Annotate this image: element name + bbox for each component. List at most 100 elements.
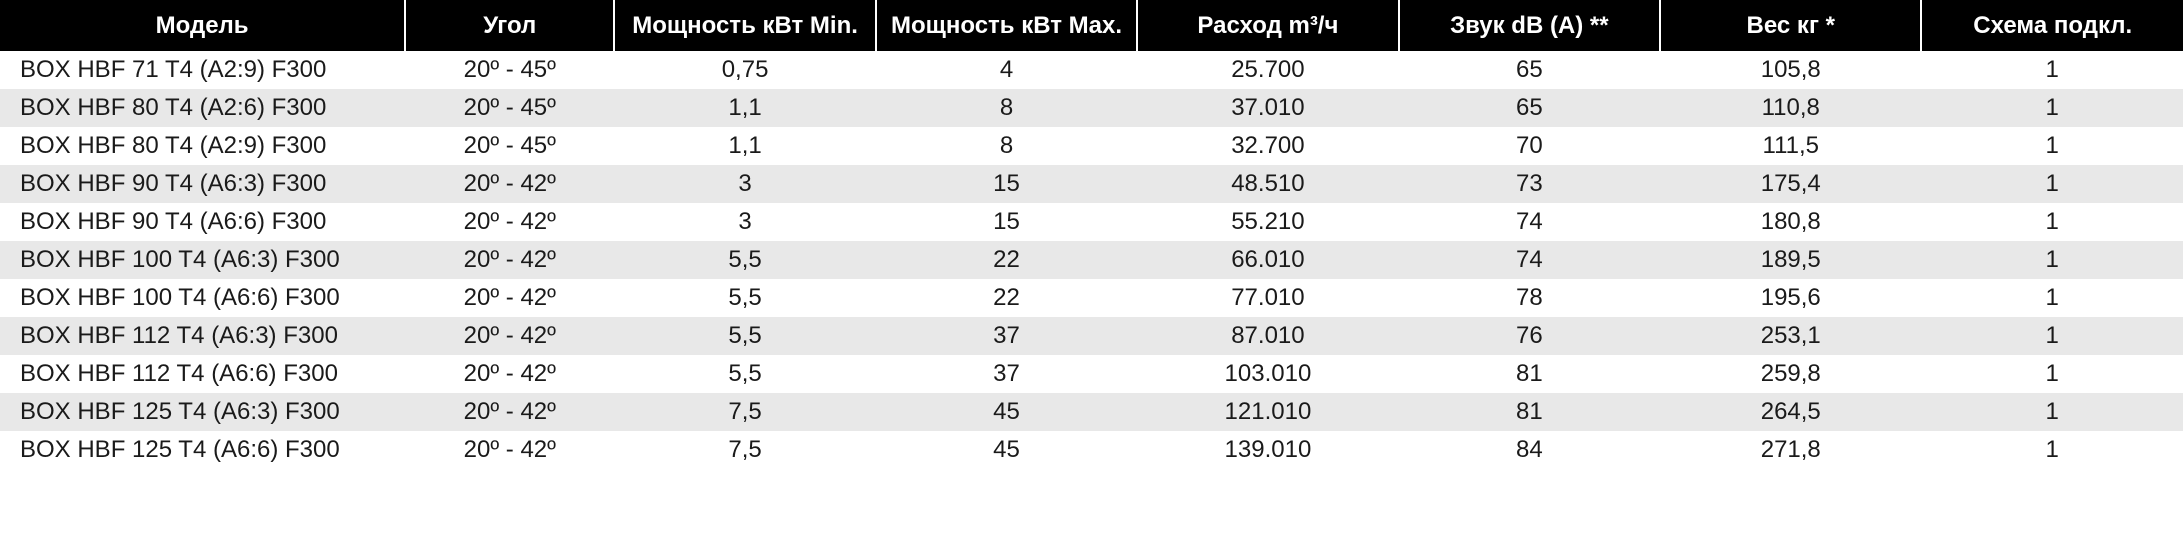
cell-pmin: 5,5	[614, 355, 875, 393]
cell-flow: 37.010	[1137, 89, 1398, 127]
cell-angle: 20º - 42º	[405, 393, 614, 431]
cell-db: 65	[1399, 89, 1660, 127]
cell-pmax: 15	[876, 165, 1137, 203]
cell-db: 70	[1399, 127, 1660, 165]
cell-pmax: 15	[876, 203, 1137, 241]
cell-model: BOX HBF 80 T4 (A2:9) F300	[0, 127, 405, 165]
cell-scheme: 1	[1921, 165, 2183, 203]
cell-flow: 25.700	[1137, 51, 1398, 89]
cell-pmin: 3	[614, 203, 875, 241]
table-row: BOX HBF 90 T4 (A6:6) F30020º - 42º31555.…	[0, 203, 2183, 241]
cell-pmax: 37	[876, 355, 1137, 393]
header-weight: Вес кг *	[1660, 0, 1921, 51]
cell-flow: 32.700	[1137, 127, 1398, 165]
cell-angle: 20º - 42º	[405, 279, 614, 317]
cell-pmin: 5,5	[614, 317, 875, 355]
header-flow: Расход m³/ч	[1137, 0, 1398, 51]
cell-angle: 20º - 42º	[405, 241, 614, 279]
cell-angle: 20º - 42º	[405, 431, 614, 469]
header-pmax: Мощность кВт Max.	[876, 0, 1137, 51]
cell-pmin: 1,1	[614, 89, 875, 127]
cell-db: 73	[1399, 165, 1660, 203]
cell-pmax: 45	[876, 393, 1137, 431]
cell-model: BOX HBF 112 T4 (A6:6) F300	[0, 355, 405, 393]
cell-model: BOX HBF 125 T4 (A6:3) F300	[0, 393, 405, 431]
cell-db: 74	[1399, 203, 1660, 241]
cell-weight: 195,6	[1660, 279, 1921, 317]
cell-pmin: 5,5	[614, 241, 875, 279]
cell-scheme: 1	[1921, 241, 2183, 279]
cell-flow: 139.010	[1137, 431, 1398, 469]
cell-weight: 189,5	[1660, 241, 1921, 279]
cell-pmin: 7,5	[614, 431, 875, 469]
cell-model: BOX HBF 80 T4 (A2:6) F300	[0, 89, 405, 127]
cell-flow: 77.010	[1137, 279, 1398, 317]
cell-angle: 20º - 42º	[405, 165, 614, 203]
cell-db: 76	[1399, 317, 1660, 355]
cell-weight: 271,8	[1660, 431, 1921, 469]
cell-flow: 121.010	[1137, 393, 1398, 431]
cell-model: BOX HBF 100 T4 (A6:3) F300	[0, 241, 405, 279]
cell-scheme: 1	[1921, 317, 2183, 355]
cell-pmax: 8	[876, 89, 1137, 127]
cell-pmax: 8	[876, 127, 1137, 165]
cell-angle: 20º - 45º	[405, 89, 614, 127]
table-row: BOX HBF 125 T4 (A6:3) F30020º - 42º7,545…	[0, 393, 2183, 431]
cell-scheme: 1	[1921, 127, 2183, 165]
spec-table: Модель Угол Мощность кВт Min. Мощность к…	[0, 0, 2183, 469]
cell-pmin: 0,75	[614, 51, 875, 89]
cell-db: 78	[1399, 279, 1660, 317]
cell-angle: 20º - 42º	[405, 355, 614, 393]
table-row: BOX HBF 125 T4 (A6:6) F30020º - 42º7,545…	[0, 431, 2183, 469]
table-row: BOX HBF 112 T4 (A6:6) F30020º - 42º5,537…	[0, 355, 2183, 393]
cell-angle: 20º - 45º	[405, 127, 614, 165]
cell-weight: 105,8	[1660, 51, 1921, 89]
table-row: BOX HBF 71 T4 (A2:9) F30020º - 45º0,7542…	[0, 51, 2183, 89]
cell-model: BOX HBF 90 T4 (A6:6) F300	[0, 203, 405, 241]
cell-angle: 20º - 45º	[405, 51, 614, 89]
cell-scheme: 1	[1921, 279, 2183, 317]
cell-db: 81	[1399, 393, 1660, 431]
cell-pmax: 22	[876, 279, 1137, 317]
cell-pmin: 3	[614, 165, 875, 203]
cell-angle: 20º - 42º	[405, 203, 614, 241]
header-pmin: Мощность кВт Min.	[614, 0, 875, 51]
cell-db: 84	[1399, 431, 1660, 469]
cell-scheme: 1	[1921, 431, 2183, 469]
cell-pmax: 22	[876, 241, 1137, 279]
table-header: Модель Угол Мощность кВт Min. Мощность к…	[0, 0, 2183, 51]
cell-scheme: 1	[1921, 89, 2183, 127]
cell-pmax: 37	[876, 317, 1137, 355]
table-body: BOX HBF 71 T4 (A2:9) F30020º - 45º0,7542…	[0, 51, 2183, 469]
table-row: BOX HBF 100 T4 (A6:6) F30020º - 42º5,522…	[0, 279, 2183, 317]
cell-weight: 111,5	[1660, 127, 1921, 165]
header-scheme: Схема подкл.	[1921, 0, 2183, 51]
table-row: BOX HBF 100 T4 (A6:3) F30020º - 42º5,522…	[0, 241, 2183, 279]
cell-scheme: 1	[1921, 51, 2183, 89]
cell-flow: 55.210	[1137, 203, 1398, 241]
cell-model: BOX HBF 125 T4 (A6:6) F300	[0, 431, 405, 469]
cell-weight: 110,8	[1660, 89, 1921, 127]
cell-pmin: 5,5	[614, 279, 875, 317]
table-row: BOX HBF 80 T4 (A2:6) F30020º - 45º1,1837…	[0, 89, 2183, 127]
cell-pmin: 7,5	[614, 393, 875, 431]
cell-weight: 180,8	[1660, 203, 1921, 241]
table-row: BOX HBF 112 T4 (A6:3) F30020º - 42º5,537…	[0, 317, 2183, 355]
cell-scheme: 1	[1921, 355, 2183, 393]
cell-model: BOX HBF 100 T4 (A6:6) F300	[0, 279, 405, 317]
table-row: BOX HBF 90 T4 (A6:3) F30020º - 42º31548.…	[0, 165, 2183, 203]
header-angle: Угол	[405, 0, 614, 51]
cell-weight: 253,1	[1660, 317, 1921, 355]
cell-flow: 87.010	[1137, 317, 1398, 355]
cell-flow: 66.010	[1137, 241, 1398, 279]
cell-db: 65	[1399, 51, 1660, 89]
table-row: BOX HBF 80 T4 (A2:9) F30020º - 45º1,1832…	[0, 127, 2183, 165]
cell-model: BOX HBF 71 T4 (A2:9) F300	[0, 51, 405, 89]
cell-pmax: 45	[876, 431, 1137, 469]
cell-weight: 175,4	[1660, 165, 1921, 203]
cell-weight: 259,8	[1660, 355, 1921, 393]
header-model: Модель	[0, 0, 405, 51]
cell-angle: 20º - 42º	[405, 317, 614, 355]
cell-scheme: 1	[1921, 203, 2183, 241]
cell-pmax: 4	[876, 51, 1137, 89]
